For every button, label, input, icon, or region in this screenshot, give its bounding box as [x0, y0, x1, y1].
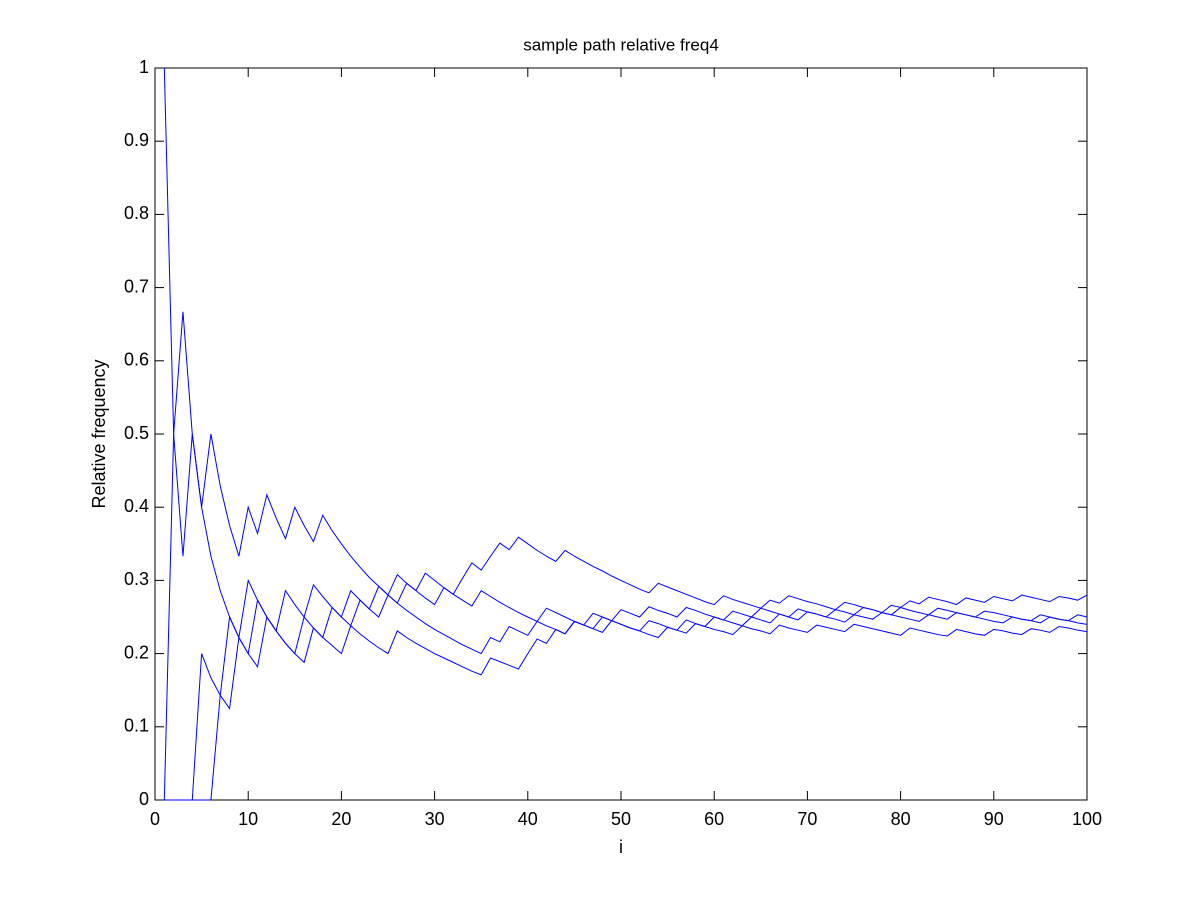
y-axis-label: Relative frequency: [89, 359, 109, 508]
y-tick-label: 0.1: [124, 716, 149, 736]
y-tick-label: 0.2: [124, 642, 149, 662]
y-tick-label: 1: [139, 57, 149, 77]
y-tick-label: 0.6: [124, 350, 149, 370]
series-line: [164, 615, 1088, 801]
x-tick-label: 0: [150, 809, 160, 829]
x-tick-label: 100: [1072, 809, 1102, 829]
x-tick-label: 70: [797, 809, 817, 829]
y-tick-label: 0.3: [124, 569, 149, 589]
x-tick-label: 60: [704, 809, 724, 829]
x-tick-label: 90: [984, 809, 1004, 829]
y-tick-label: 0.9: [124, 130, 149, 150]
y-tick-label: 0.7: [124, 276, 149, 296]
y-tick-label: 0.8: [124, 203, 149, 223]
series-line: [163, 67, 1088, 640]
x-axis-label: i: [619, 837, 623, 857]
x-tick-label: 20: [331, 809, 351, 829]
y-tick-label: 0.5: [124, 423, 149, 443]
chart-title: sample path relative freq4: [523, 35, 719, 54]
y-tick-label: 0: [139, 789, 149, 809]
x-tick-label: 30: [425, 809, 445, 829]
x-tick-label: 40: [518, 809, 538, 829]
x-tick-label: 50: [611, 809, 631, 829]
x-tick-label: 10: [238, 809, 258, 829]
x-tick-label: 80: [891, 809, 911, 829]
y-tick-label: 0.4: [124, 496, 149, 516]
